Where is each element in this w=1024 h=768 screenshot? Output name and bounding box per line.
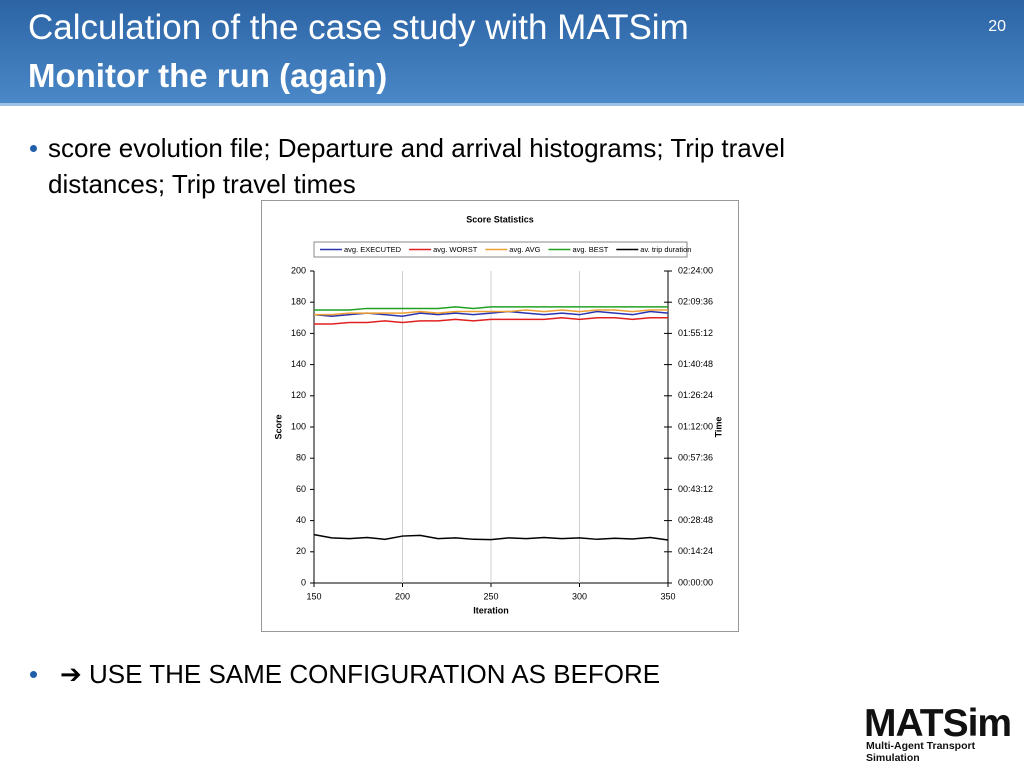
y-tick-label: 80 [296, 453, 306, 463]
y-tick-label: 180 [291, 297, 306, 307]
slide-title: Calculation of the case study with MATSi… [28, 8, 689, 47]
series-line [314, 317, 668, 325]
bullet-dot [30, 145, 37, 152]
x-tick-label: 350 [660, 591, 675, 601]
y2-tick-label: 00:57:36 [678, 453, 713, 463]
y2-tick-label: 01:40:48 [678, 359, 713, 369]
page-number: 20 [988, 18, 1006, 35]
y-tick-label: 160 [291, 328, 306, 338]
x-tick-label: 200 [395, 591, 410, 601]
series-line [314, 309, 668, 316]
x-axis-label: Iteration [473, 605, 509, 615]
header-bar: Calculation of the case study with MATSi… [0, 0, 1024, 106]
legend-label: avg. BEST [572, 245, 608, 254]
chart: Score Statistics Iteration Score Time 15… [261, 200, 739, 632]
y2-tick-label: 01:26:24 [678, 390, 713, 400]
y-tick-label: 20 [296, 546, 306, 556]
series-line [313, 533, 669, 541]
y2-tick-label: 00:00:00 [678, 577, 713, 587]
y-tick-label: 120 [291, 390, 306, 400]
y2-tick-label: 01:12:00 [678, 421, 713, 431]
x-tick-label: 250 [483, 591, 498, 601]
y-tick-label: 140 [291, 359, 306, 369]
y2-tick-label: 00:43:12 [678, 484, 713, 494]
y2-tick-label: 02:09:36 [678, 297, 713, 307]
logo-tagline: Multi-Agent Transport Simulation [866, 740, 976, 764]
x-tick-label: 300 [572, 591, 587, 601]
slide-subtitle: Monitor the run (again) [28, 57, 388, 94]
y-tick-label: 100 [291, 421, 306, 431]
bullet-text: ➔ USE THE SAME CONFIGURATION AS BEFORE [60, 659, 661, 689]
legend-label: av. trip duration [640, 245, 691, 254]
x-tick-label: 150 [306, 591, 321, 601]
y-tick-label: 60 [296, 484, 306, 494]
y-tick-label: 40 [296, 515, 306, 525]
chart-title: Score Statistics [466, 214, 534, 224]
y-axis-label: Score [273, 414, 283, 439]
legend-label: avg. EXECUTED [344, 245, 402, 254]
y2-tick-label: 01:55:12 [678, 328, 713, 338]
y2-tick-label: 00:14:24 [678, 546, 713, 556]
series-line [314, 306, 668, 311]
y-tick-label: 0 [301, 577, 306, 587]
logo-name: MATSim [864, 702, 1012, 745]
y2-axis-label: Time [713, 417, 723, 438]
legend-label: avg. AVG [509, 245, 540, 254]
bullet-text: score evolution file; Departure and arri… [48, 133, 785, 199]
y-tick-label: 200 [291, 265, 306, 275]
y2-tick-label: 02:24:00 [678, 265, 713, 275]
legend-label: avg. WORST [433, 245, 478, 254]
y2-tick-label: 00:28:48 [678, 515, 713, 525]
bullet-dot [30, 671, 37, 678]
